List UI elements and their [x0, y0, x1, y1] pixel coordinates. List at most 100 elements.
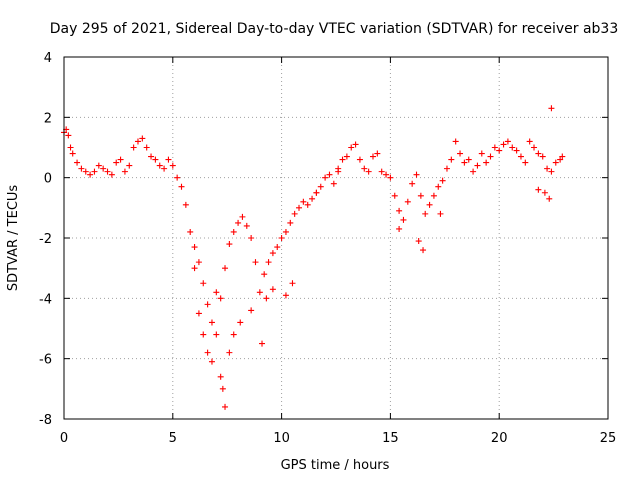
- data-point: [100, 165, 107, 172]
- y-tick-label: -4: [39, 292, 52, 307]
- data-point: [383, 171, 390, 178]
- data-point: [248, 235, 255, 241]
- data-point: [420, 247, 427, 254]
- data-point: [378, 168, 385, 175]
- data-point: [239, 213, 246, 220]
- data-point: [548, 105, 555, 112]
- data-point: [422, 210, 429, 217]
- data-point: [208, 358, 215, 365]
- data-point: [544, 165, 551, 172]
- data-point: [222, 265, 229, 272]
- data-point: [365, 168, 372, 175]
- y-tick-label: 0: [44, 172, 52, 187]
- data-point: [261, 271, 268, 278]
- data-point: [559, 153, 566, 160]
- data-point: [156, 162, 163, 169]
- data-point: [217, 373, 224, 380]
- data-point: [517, 153, 524, 160]
- data-point: [200, 280, 207, 287]
- data-point: [439, 177, 446, 184]
- y-tick-label: -2: [39, 232, 52, 247]
- data-point: [121, 168, 128, 175]
- data-point: [548, 168, 555, 175]
- data-point: [148, 153, 155, 160]
- data-point: [213, 289, 220, 296]
- data-point: [165, 156, 172, 163]
- data-point: [443, 165, 450, 172]
- data-point: [343, 153, 350, 160]
- data-point: [309, 195, 316, 202]
- data-point: [513, 147, 520, 154]
- data-point: [317, 183, 324, 190]
- axis-ticks: [63, 56, 609, 420]
- y-tick-label: -6: [39, 353, 52, 368]
- data-point: [178, 183, 185, 190]
- data-point: [557, 156, 564, 163]
- data-point: [552, 159, 559, 166]
- data-point: [252, 259, 259, 266]
- data-point: [535, 150, 542, 157]
- data-point: [82, 168, 89, 175]
- data-point: [437, 210, 444, 217]
- data-point: [204, 349, 211, 356]
- data-point: [226, 241, 233, 248]
- data-point: [222, 403, 229, 410]
- data-point: [448, 156, 455, 163]
- y-tick-label: -8: [39, 413, 52, 428]
- data-point: [117, 156, 124, 163]
- data-point: [483, 159, 490, 166]
- data-point: [195, 310, 202, 317]
- data-point: [143, 144, 150, 151]
- data-point: [226, 349, 233, 356]
- data-point: [104, 168, 111, 175]
- x-tick-label: 0: [60, 431, 68, 446]
- y-axis-label: SDTVAR / TECUs: [6, 185, 21, 292]
- data-point: [474, 162, 481, 169]
- data-point: [391, 192, 398, 199]
- data-point: [191, 265, 198, 272]
- data-point: [396, 225, 403, 232]
- y-tick-labels: 4 2 0 -2 -4 -6 -8: [39, 51, 52, 428]
- x-tick-label: 5: [169, 431, 177, 446]
- data-point: [230, 228, 237, 235]
- data-point: [230, 331, 237, 338]
- data-point: [413, 171, 420, 178]
- data-point: [326, 171, 333, 178]
- data-point: [504, 138, 511, 145]
- data-point: [426, 201, 433, 208]
- data-point: [291, 210, 298, 217]
- data-point: [67, 144, 74, 151]
- data-point: [470, 168, 477, 175]
- data-point: [457, 150, 464, 157]
- chart-title: Day 295 of 2021, Sidereal Day-to-day VTE…: [50, 21, 619, 37]
- x-tick-label: 10: [273, 431, 290, 446]
- data-point: [304, 201, 311, 208]
- data-point: [278, 235, 285, 241]
- data-point: [243, 222, 250, 229]
- data-point: [531, 144, 538, 151]
- data-point: [335, 168, 342, 175]
- data-point: [237, 319, 244, 326]
- data-point: [491, 144, 498, 151]
- data-point: [465, 156, 472, 163]
- data-point: [509, 144, 516, 151]
- data-point: [430, 192, 437, 199]
- data-point: [152, 156, 159, 163]
- data-points: [61, 105, 566, 410]
- data-point: [409, 180, 416, 187]
- data-point: [256, 289, 263, 296]
- data-point: [204, 301, 211, 308]
- grid-lines: [64, 57, 608, 419]
- data-point: [487, 153, 494, 160]
- y-tick-label: 4: [44, 51, 52, 66]
- data-point: [282, 292, 289, 299]
- data-point: [95, 162, 102, 169]
- data-point: [396, 207, 403, 214]
- data-point: [74, 159, 81, 166]
- data-point: [339, 156, 346, 163]
- data-point: [352, 141, 359, 148]
- data-point: [213, 331, 220, 338]
- data-point: [187, 228, 194, 235]
- x-axis-label: GPS time / hours: [281, 458, 390, 473]
